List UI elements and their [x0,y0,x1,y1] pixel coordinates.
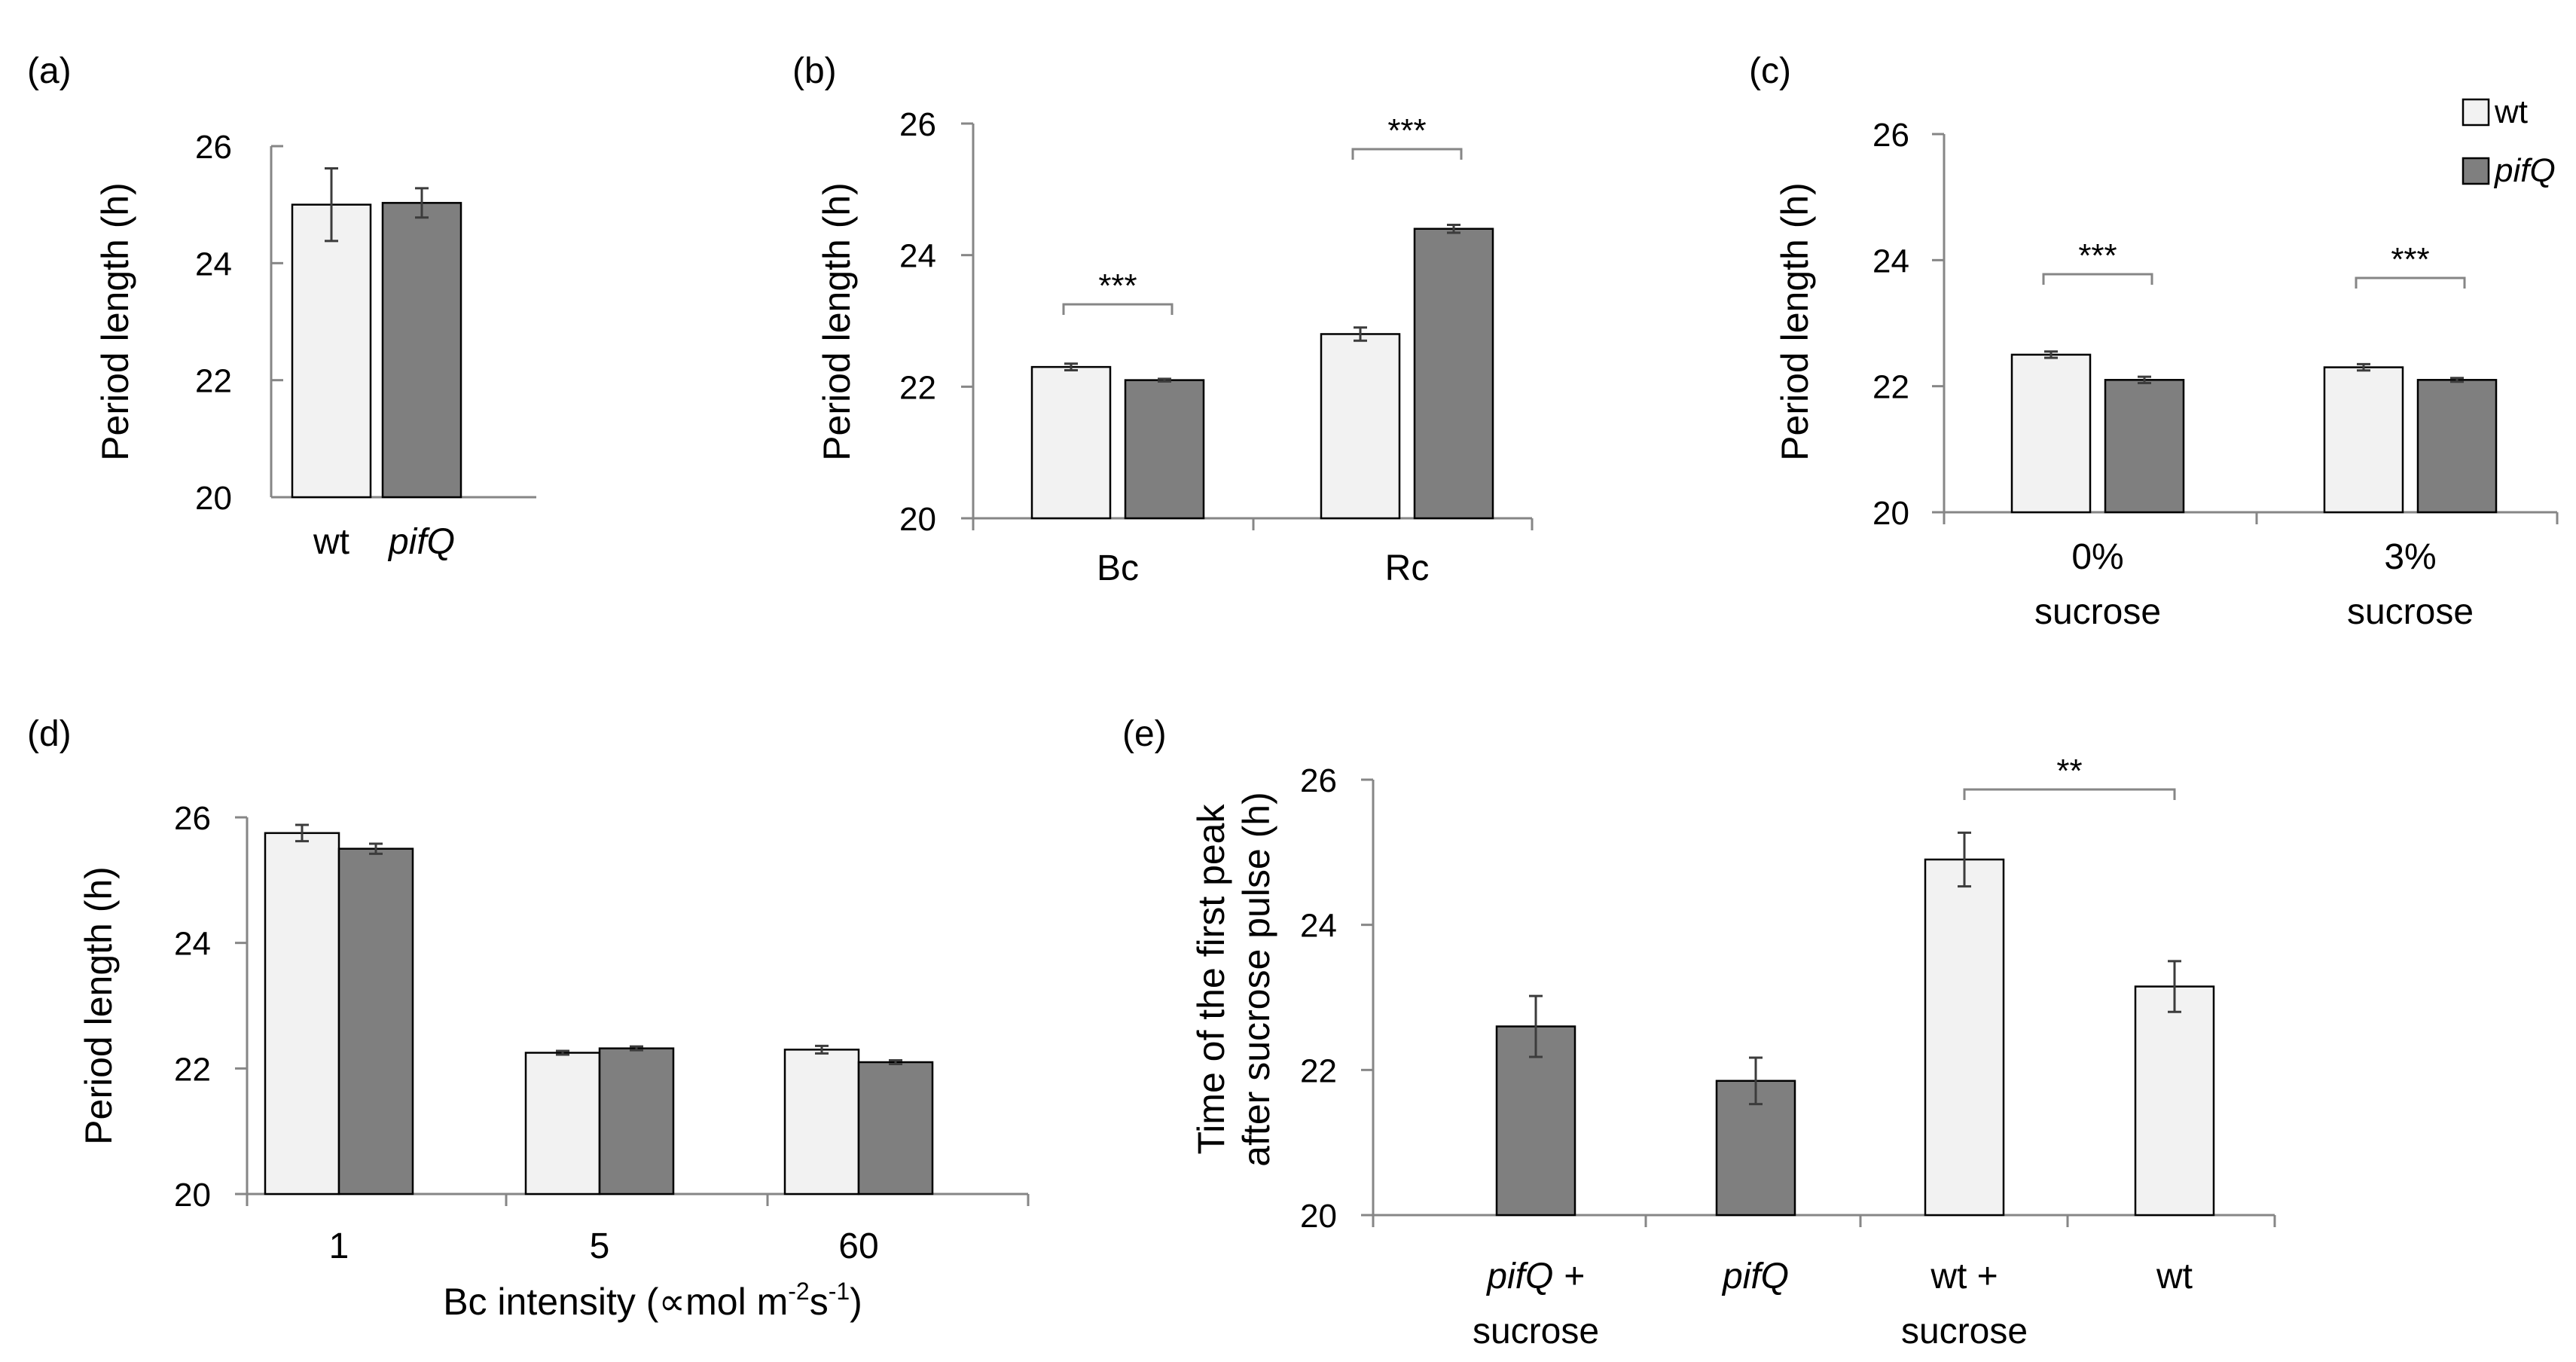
panel-b: (b) 20 22 24 26 Period length (h) Bc Rc *** *** [792,51,1534,588]
pifq-bar [1413,228,1494,520]
y-axis-label: Period length (h) [816,182,858,461]
y-axis-label: Period length (h) [1774,182,1816,461]
y-tick-label: 22 [899,369,936,406]
panel-d: (d) 20 22 24 26 Period length (h) 1 5 60 Bc inten… [27,714,1030,1323]
pifq-bar [381,202,462,499]
wt-bar [2134,985,2215,1217]
category-label: sucrose [2034,592,2161,632]
wt-bar [1030,365,1112,520]
y-tick-label: 22 [1872,369,1909,406]
pifq-bar [2104,379,2185,514]
y-tick-label: 24 [174,926,211,963]
y-axis-label: Time of the first peak [1190,804,1232,1155]
x-axis-label-part: ∝mol m [658,1281,788,1323]
x-axis-label-part: s [810,1281,829,1323]
y-tick-label: 20 [1300,1198,1337,1235]
category-label: 5 [590,1226,610,1266]
y-tick-label: 22 [195,363,232,400]
significance-bracket [2042,273,2153,285]
pifq-bar [857,1061,934,1196]
panel-label: (a) [27,51,72,91]
x-axis-label: Bc intensity (∝mol m-2s-1) [443,1278,862,1323]
x-axis-label-part: Bc intensity ( [443,1281,659,1323]
significance-bracket [1351,148,1463,160]
category-label: sucrose [2347,592,2474,632]
category-label: sucrose [1473,1312,1599,1351]
significance-label: *** [2078,237,2117,274]
category-label: sucrose [1901,1312,2028,1351]
legend: wt pifQ [2462,93,2556,189]
category-label: Bc [1097,548,1139,588]
significance-bracket [1963,788,2176,800]
significance-bracket [2355,276,2466,289]
legend-wt-swatch [2462,98,2490,127]
significance-label: *** [1387,112,1426,149]
wt-bar [2323,366,2404,514]
significance-label: ** [2056,753,2082,789]
category-label: wt [313,522,349,562]
y-tick-label: 22 [1300,1052,1337,1089]
category-label: wt [2156,1257,2193,1296]
pifq-bar [598,1047,675,1196]
wt-bar [2010,353,2092,514]
y-tick-label: 22 [174,1051,211,1088]
wt-bar [291,203,372,499]
legend-label: pifQ [2493,152,2556,189]
panel-label: (d) [27,714,72,754]
wt-bar [1924,858,2005,1217]
category-label: 0% [2071,537,2123,577]
significance-label: *** [1098,267,1137,304]
panel-a: (a) 20 22 24 26 Period length (h) wt pifQ [27,51,536,562]
y-axis-label: Period length (h) [94,182,136,461]
wt-bar [264,832,340,1196]
significance-bracket [1062,303,1174,315]
category-label: pifQ [387,522,455,562]
category-label: wt + [1930,1257,1998,1296]
y-tick-label: 24 [1872,243,1909,279]
pifq-bar [337,847,414,1196]
wt-bar [524,1052,601,1196]
panel-label: (b) [792,51,837,91]
category-label: pifQ [1721,1257,1789,1296]
category-label: pifQ + [1485,1257,1584,1296]
category-label: 60 [838,1226,878,1266]
category-label: 1 [329,1226,349,1266]
y-axis-label: after sucrose pulse (h) [1235,792,1277,1166]
category-label: Rc [1385,548,1430,588]
x-axis-label-superscript: -1 [829,1278,850,1305]
x-axis-label-superscript: -2 [788,1278,809,1305]
y-tick-label: 20 [899,501,936,538]
panel-c: (c) 20 22 24 26 Period length (h) 0% sucrose 3% s… [1749,51,2559,632]
y-tick-label: 26 [1300,762,1337,799]
y-tick-label: 26 [899,106,936,143]
legend-pifq-swatch [2462,157,2490,185]
wt-bar [1320,333,1401,520]
x-axis-label-part: ) [850,1281,862,1323]
y-tick-label: 20 [174,1177,211,1214]
y-tick-label: 24 [899,238,936,275]
y-axis-label: Period length (h) [78,866,120,1145]
y-tick-label: 20 [195,480,232,517]
significance-label: *** [2391,241,2429,278]
y-tick-label: 24 [1300,908,1337,945]
wt-bar [783,1049,860,1196]
y-tick-label: 24 [195,246,232,282]
pifq-bar [2416,379,2498,514]
pifq-bar [1124,379,1205,520]
legend-label: wt [2494,93,2528,130]
panel-e: (e) 20 22 24 26 Time of the first peak after s… [1122,714,2276,1351]
panel-label: (e) [1122,714,1167,754]
y-tick-label: 26 [195,129,232,166]
y-tick-label: 26 [174,800,211,837]
y-tick-label: 20 [1872,495,1909,532]
y-tick-label: 26 [1872,117,1909,154]
category-label: 3% [2384,537,2436,577]
panel-label: (c) [1749,51,1791,91]
